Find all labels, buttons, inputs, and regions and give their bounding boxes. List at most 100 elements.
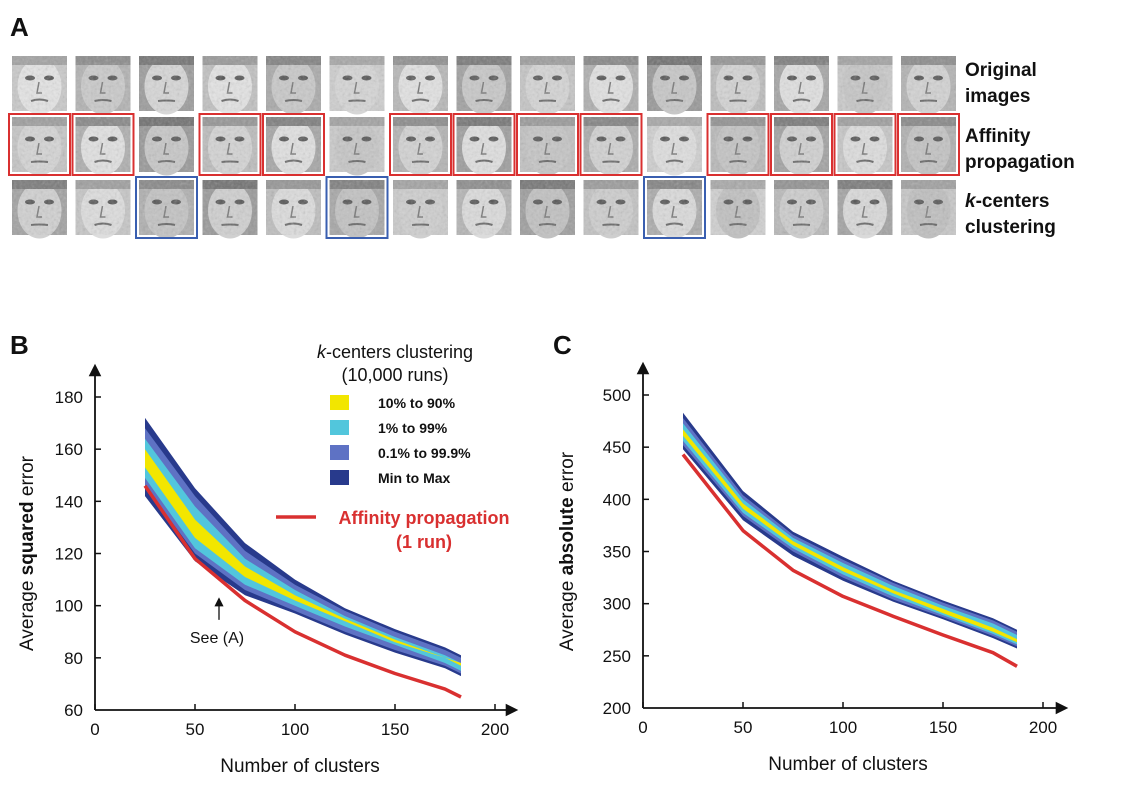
band-1-to-99- bbox=[683, 423, 1017, 645]
y-tick-label: 250 bbox=[603, 647, 631, 666]
x-tick-label: 0 bbox=[90, 720, 99, 739]
original-face-8 bbox=[456, 56, 512, 115]
band-0-1-to-99-9- bbox=[683, 418, 1017, 647]
legend-entry-label: Min to Max bbox=[378, 470, 451, 486]
y-tick-label: 200 bbox=[603, 699, 631, 718]
y-tick-label: 120 bbox=[55, 545, 83, 564]
row-label-line: k-centers bbox=[965, 191, 1050, 212]
x-tick-label: 100 bbox=[829, 718, 857, 737]
annotation-label: See (A) bbox=[190, 630, 244, 647]
kcenters-face-11 bbox=[647, 180, 702, 239]
affinity-highlight-box bbox=[833, 113, 897, 176]
kcenters-face-2 bbox=[75, 180, 131, 239]
panel-letter-c: C bbox=[553, 330, 572, 360]
kcenters-face-9 bbox=[520, 180, 575, 239]
legend-entry-label: 10% to 90% bbox=[378, 395, 456, 411]
kcenters-face-8 bbox=[456, 180, 512, 239]
row-label-line: Affinity bbox=[965, 126, 1031, 147]
affinity-highlight-box bbox=[706, 113, 770, 176]
kcenters-face-3 bbox=[139, 180, 194, 239]
legend-affinity-label: Affinity propagation bbox=[339, 508, 510, 528]
x-tick-label: 150 bbox=[381, 720, 409, 739]
original-face-11 bbox=[647, 56, 702, 115]
row-label-line: propagation bbox=[965, 152, 1075, 173]
kcenters-face-5 bbox=[266, 180, 321, 239]
row-labels: Original images Affinity propagation k-cente… bbox=[965, 60, 1075, 238]
original-face-1 bbox=[12, 56, 67, 115]
y-tick-label: 60 bbox=[64, 701, 83, 720]
kcenters-face-15 bbox=[901, 180, 956, 239]
affinity-face-15 bbox=[901, 117, 956, 176]
kcenters-face-14 bbox=[837, 180, 893, 239]
affinity-highlight-box bbox=[770, 113, 833, 176]
kcenters-highlight-box bbox=[643, 176, 706, 239]
affinity-highlight-box bbox=[71, 113, 135, 176]
y-tick-label: 300 bbox=[603, 595, 631, 614]
original-face-13 bbox=[774, 56, 829, 115]
x-tick-label: 100 bbox=[281, 720, 309, 739]
x-tick-label: 150 bbox=[929, 718, 957, 737]
legend-swatch bbox=[330, 420, 349, 435]
legend-entry-label: 0.1% to 99.9% bbox=[378, 445, 471, 461]
original-face-12 bbox=[710, 56, 766, 115]
legend-entry-label: 1% to 99% bbox=[378, 420, 448, 436]
y-axis-title: Average absolute error bbox=[557, 451, 578, 651]
kcenters-highlight-box bbox=[135, 176, 198, 239]
affinity-highlight-box bbox=[262, 113, 325, 176]
affinity-highlight-box bbox=[897, 113, 960, 176]
affinity-face-10 bbox=[583, 117, 639, 176]
original-face-7 bbox=[393, 56, 448, 115]
affinity-propagation-line bbox=[681, 453, 1018, 668]
kcenters-face-1 bbox=[12, 180, 67, 239]
kcenters-face-4 bbox=[202, 180, 258, 239]
affinity-face-13 bbox=[774, 117, 829, 176]
y-tick-label: 500 bbox=[603, 386, 631, 405]
y-tick-label: 160 bbox=[55, 440, 83, 459]
affinity-highlight-box bbox=[389, 113, 452, 176]
original-face-14 bbox=[837, 56, 893, 115]
affinity-face-6 bbox=[329, 117, 385, 176]
panel-c: C 0 50 100 150 200 200 250 300 350 400 450 500 Numbe… bbox=[553, 330, 1069, 775]
panel-a: A Original images Affinity propagation k-cen… bbox=[8, 12, 1075, 239]
affinity-face-8 bbox=[456, 117, 512, 176]
affinity-face-12 bbox=[710, 117, 766, 176]
band-1-to-99- bbox=[145, 438, 461, 671]
kcenters-face-13 bbox=[774, 180, 829, 239]
original-face-15 bbox=[901, 56, 956, 115]
row-label-line: clustering bbox=[965, 217, 1056, 238]
kcenters-face-6 bbox=[329, 180, 385, 239]
kcenters-face-10 bbox=[583, 180, 639, 239]
affinity-face-11 bbox=[647, 117, 702, 176]
x-tick-label: 50 bbox=[734, 718, 753, 737]
affinity-face-1 bbox=[12, 117, 67, 176]
row-label-line: Original bbox=[965, 60, 1037, 81]
affinity-highlight-box bbox=[8, 113, 71, 176]
y-tick-label: 80 bbox=[64, 649, 83, 668]
legend-swatch bbox=[330, 445, 349, 460]
y-axis-title: Average squared error bbox=[17, 455, 38, 651]
x-tick-label: 0 bbox=[638, 718, 647, 737]
affinity-highlight-box bbox=[198, 113, 262, 176]
original-face-2 bbox=[75, 56, 131, 115]
x-axis-title: Number of clusters bbox=[768, 754, 927, 775]
affinity-face-7 bbox=[393, 117, 448, 176]
x-axis-title: Number of clusters bbox=[220, 756, 379, 777]
original-face-10 bbox=[583, 56, 639, 115]
affinity-highlight-box bbox=[579, 113, 643, 176]
x-tick-label: 200 bbox=[481, 720, 509, 739]
legend-swatch bbox=[330, 470, 349, 485]
row-label-line: images bbox=[965, 86, 1030, 107]
face-grid bbox=[8, 56, 960, 239]
affinity-face-9 bbox=[520, 117, 575, 176]
original-face-3 bbox=[139, 56, 194, 115]
legend-subtitle: (10,000 runs) bbox=[341, 365, 448, 385]
y-tick-label: 350 bbox=[603, 543, 631, 562]
original-face-6 bbox=[329, 56, 385, 115]
y-tick-label: 100 bbox=[55, 597, 83, 616]
panel-letter-b: B bbox=[10, 330, 29, 360]
y-tick-label: 400 bbox=[603, 490, 631, 509]
legend-title: k-centers clustering bbox=[317, 342, 473, 362]
affinity-face-3 bbox=[139, 117, 194, 176]
y-tick-label: 450 bbox=[603, 438, 631, 457]
